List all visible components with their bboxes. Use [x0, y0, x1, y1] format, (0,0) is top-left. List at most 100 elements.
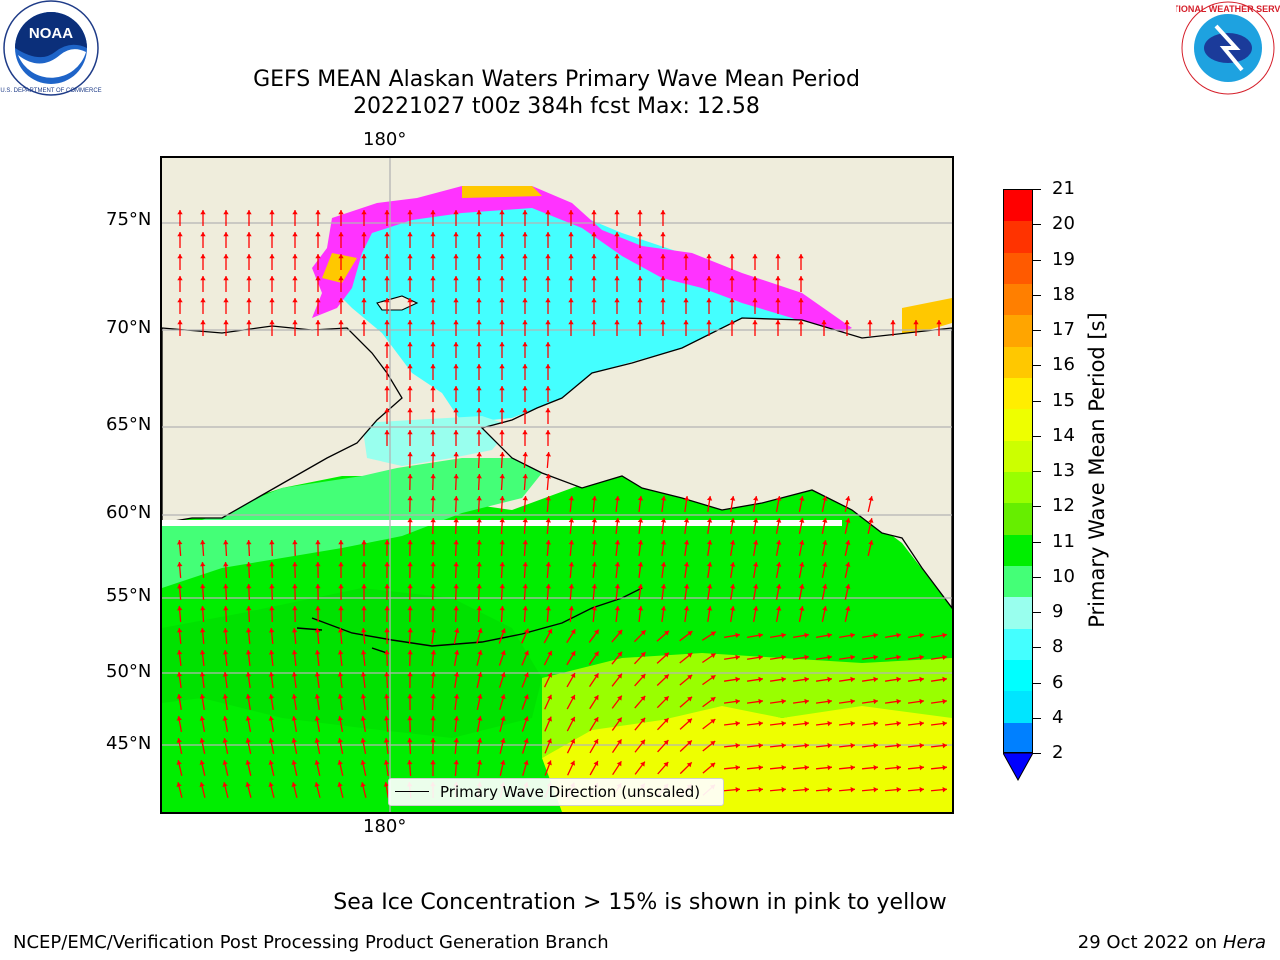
wave-arrow-head	[176, 650, 183, 655]
colorbar-segment	[1004, 628, 1032, 661]
wave-arrow-head	[383, 760, 390, 765]
wave-arrow-head	[383, 782, 390, 787]
colorbar-tick	[1033, 330, 1041, 331]
wave-arrow-head	[614, 584, 621, 589]
wave-arrow-head	[223, 606, 229, 611]
wave-arrow-head	[896, 654, 901, 661]
wave-arrow-head	[804, 742, 809, 749]
wave-arrow-head	[591, 276, 597, 281]
wave-arrow-head	[873, 632, 878, 638]
wave-arrow-head	[845, 562, 851, 567]
wave-arrow-head	[683, 320, 689, 325]
wave-arrow-head	[430, 320, 436, 325]
colorbar-extend-triangle	[1002, 752, 1034, 785]
wave-arrow-head	[545, 210, 551, 215]
wave-arrow-head	[637, 320, 643, 325]
wave-arrow-head	[913, 320, 919, 325]
wave-arrow-head	[314, 782, 320, 787]
colorbar-tick	[1033, 717, 1041, 719]
wave-arrow-head	[591, 562, 598, 567]
wave-arrow-head	[775, 298, 781, 303]
ocean-norton-sound	[362, 416, 512, 466]
wave-arrow-head	[687, 653, 693, 658]
wave-arrow-head	[337, 760, 343, 765]
wave-arrow-head	[896, 764, 901, 771]
wave-arrow-head	[873, 698, 878, 705]
wave-arrow-head	[245, 672, 252, 677]
wave-arrow-head	[499, 408, 505, 413]
wave-arrow-head	[663, 761, 669, 767]
wave-arrow-head	[776, 540, 782, 545]
wave-arrow-head	[570, 673, 576, 679]
wave-arrow-head	[522, 320, 528, 325]
wave-arrow-head	[545, 606, 551, 611]
wave-arrow-head	[453, 342, 459, 347]
wave-arrow-head	[361, 584, 367, 589]
sea-ice-note: Sea Ice Concentration > 15% is shown in …	[333, 890, 947, 915]
wave-arrow-head	[522, 276, 528, 281]
wave-arrow-head	[729, 496, 736, 501]
wave-arrow-head	[616, 761, 622, 767]
lat-label-55n: 55°N	[106, 585, 152, 606]
wave-arrow-head	[177, 298, 183, 303]
wave-arrow-head	[360, 760, 366, 765]
wave-arrow-head	[407, 408, 413, 413]
wave-arrow-head	[223, 210, 229, 215]
wave-arrow-head	[384, 408, 390, 413]
wave-arrow-head	[827, 676, 832, 683]
wave-arrow-head	[499, 562, 505, 567]
wave-arrow-head	[246, 210, 252, 215]
wave-arrow-head	[360, 628, 367, 633]
wave-arrow-head	[637, 232, 643, 237]
wave-arrow-head	[176, 694, 183, 699]
wave-arrow-head	[729, 298, 735, 303]
wave-arrow-head	[804, 632, 809, 638]
wave-arrow-head	[246, 562, 252, 567]
wave-arrow-head	[687, 718, 692, 724]
wave-arrow-head	[614, 298, 620, 303]
wave-arrow-head	[663, 696, 669, 702]
wave-arrow-head	[687, 631, 693, 636]
colorbar-segment	[1004, 503, 1032, 536]
wave-arrow-head	[476, 276, 482, 281]
wave-arrow-head	[315, 606, 321, 611]
wave-arrow-head	[545, 540, 551, 545]
wave-arrow-head	[199, 782, 205, 787]
noaa-logo: NOAA U.S. DEPARTMENT OF COMMERCE	[0, 0, 104, 100]
colorbar	[1003, 189, 1033, 753]
wave-arrow-head	[546, 738, 552, 744]
wave-arrow-head	[706, 540, 713, 545]
colorbar-segment	[1004, 597, 1032, 630]
land-alaska	[480, 317, 952, 610]
wave-arrow-head	[637, 254, 643, 259]
wave-arrow-head	[292, 276, 298, 281]
wave-arrow-head	[338, 276, 344, 281]
wave-arrow-head	[827, 786, 832, 793]
wave-arrow-head	[568, 320, 574, 325]
colorbar-tick-label: 16	[1052, 354, 1075, 376]
wave-arrow-head	[222, 672, 229, 677]
colorbar-segment	[1004, 660, 1032, 692]
wave-arrow-head	[384, 628, 390, 633]
wave-arrow-head	[919, 764, 924, 771]
colorbar-segment	[1004, 691, 1032, 724]
wave-arrow-head	[453, 716, 460, 721]
wave-arrow-head	[500, 650, 506, 656]
wave-arrow-head	[804, 764, 809, 771]
wave-arrow-head	[476, 320, 482, 325]
wave-arrow-head	[176, 738, 182, 743]
wave-arrow-head	[453, 518, 459, 523]
wave-arrow-head	[199, 628, 206, 633]
wave-arrow-head	[269, 298, 275, 303]
wave-arrow-head	[799, 606, 805, 611]
wave-arrow-head	[663, 652, 669, 658]
wave-arrow-head	[314, 738, 320, 743]
wave-arrow-head	[453, 694, 460, 699]
wave-arrow-head	[729, 606, 736, 611]
wave-arrow-head	[361, 320, 367, 325]
wave-arrow-head	[269, 320, 275, 325]
wave-arrow-head	[315, 540, 321, 545]
lat-label-65n: 65°N	[106, 414, 152, 435]
wave-arrow-head	[407, 276, 413, 281]
colorbar-tick-label: 21	[1052, 178, 1075, 199]
